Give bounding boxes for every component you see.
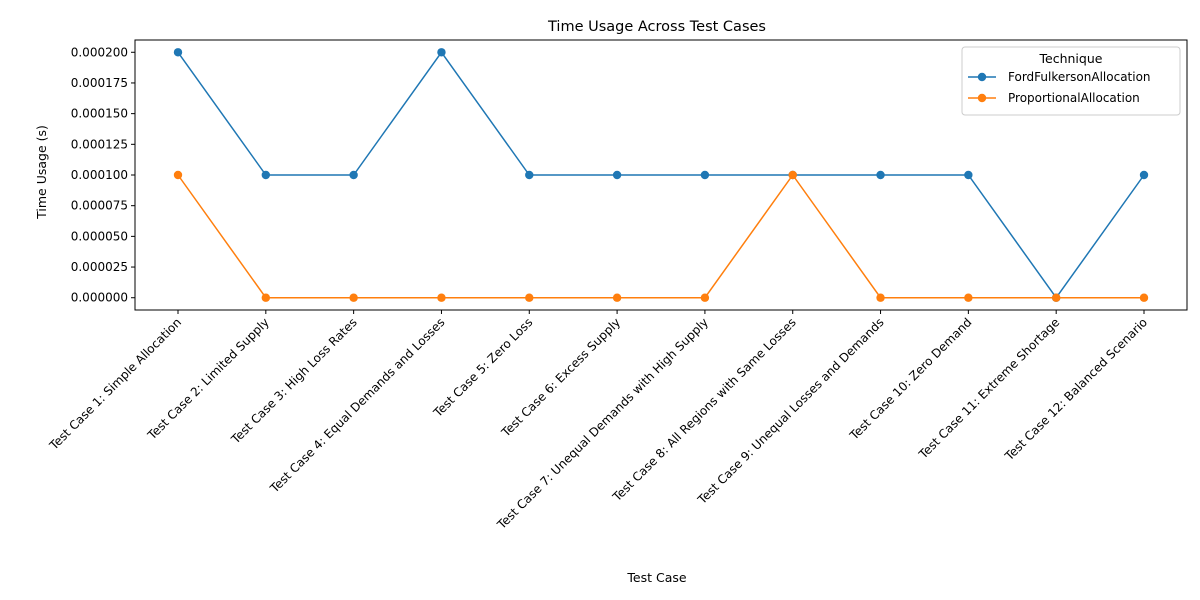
y-axis-label: Time Usage (s) bbox=[34, 125, 49, 220]
x-tick-label: Test Case 12: Balanced Scenario bbox=[1001, 315, 1150, 464]
series-point bbox=[876, 170, 885, 180]
series-point bbox=[173, 48, 183, 57]
series-point bbox=[1139, 170, 1149, 180]
legend-title: Technique bbox=[1039, 51, 1103, 66]
legend-marker bbox=[977, 93, 987, 103]
series-group bbox=[173, 48, 1149, 302]
series-point bbox=[876, 293, 885, 302]
chart-title: Time Usage Across Test Cases bbox=[547, 19, 766, 35]
series-point bbox=[612, 170, 622, 180]
legend-label: ProportionalAllocation bbox=[1008, 91, 1140, 105]
series-point bbox=[349, 293, 358, 302]
series-point bbox=[700, 293, 710, 302]
series-point bbox=[964, 170, 973, 180]
y-tick-label: 0.000025 bbox=[71, 260, 128, 274]
legend-label: FordFulkersonAllocation bbox=[1008, 70, 1151, 84]
series-point bbox=[173, 170, 183, 180]
legend-box bbox=[961, 46, 1181, 116]
series-point bbox=[525, 293, 534, 302]
y-tick-label: 0.000050 bbox=[71, 229, 128, 243]
y-tick-label: 0.000075 bbox=[71, 199, 128, 213]
x-axis-label: Test Case bbox=[626, 570, 686, 585]
y-tick-label: 0.000175 bbox=[71, 76, 128, 90]
series-point bbox=[1051, 293, 1061, 302]
series-point bbox=[700, 170, 710, 180]
y-tick-label: 0.000125 bbox=[71, 137, 128, 151]
series-line bbox=[177, 173, 1144, 299]
x-tick-label: Test Case 5: Zero Loss bbox=[430, 315, 535, 420]
legend: Technique FordFulkersonAllocation Proporti… bbox=[961, 46, 1181, 116]
x-tick-label: Test Case 8: All Regions with Same Losse… bbox=[609, 315, 799, 505]
x-tick-label: Test Case 9: Unequal Losses and Demands bbox=[694, 315, 886, 507]
x-tick-label: Test Case 11: Extreme Shortage bbox=[915, 315, 1062, 462]
series-point bbox=[437, 48, 446, 57]
legend-marker bbox=[977, 72, 987, 82]
series-point bbox=[261, 293, 271, 302]
series-point bbox=[349, 170, 358, 180]
series-line bbox=[177, 50, 1145, 300]
y-tick-label: 0.000200 bbox=[71, 45, 128, 59]
series-point bbox=[788, 170, 797, 180]
y-tick-label: 0.000150 bbox=[71, 107, 128, 121]
y-axis: 0.000000 0.000025 0.000050 0.000075 0.000100… bbox=[71, 45, 135, 305]
series-point bbox=[261, 170, 271, 180]
series-point bbox=[437, 293, 446, 302]
series-point bbox=[612, 293, 622, 302]
y-tick-label: 0.000100 bbox=[71, 168, 128, 182]
x-tick-label: Test Case 7: Unequal Demands with High S… bbox=[494, 315, 711, 532]
series-point bbox=[525, 170, 534, 180]
x-tick-label: Test Case 4: Equal Demands and Losses bbox=[267, 315, 448, 496]
y-tick-label: 0.000000 bbox=[71, 291, 128, 305]
series-point bbox=[1139, 293, 1149, 302]
series-point bbox=[964, 293, 973, 302]
